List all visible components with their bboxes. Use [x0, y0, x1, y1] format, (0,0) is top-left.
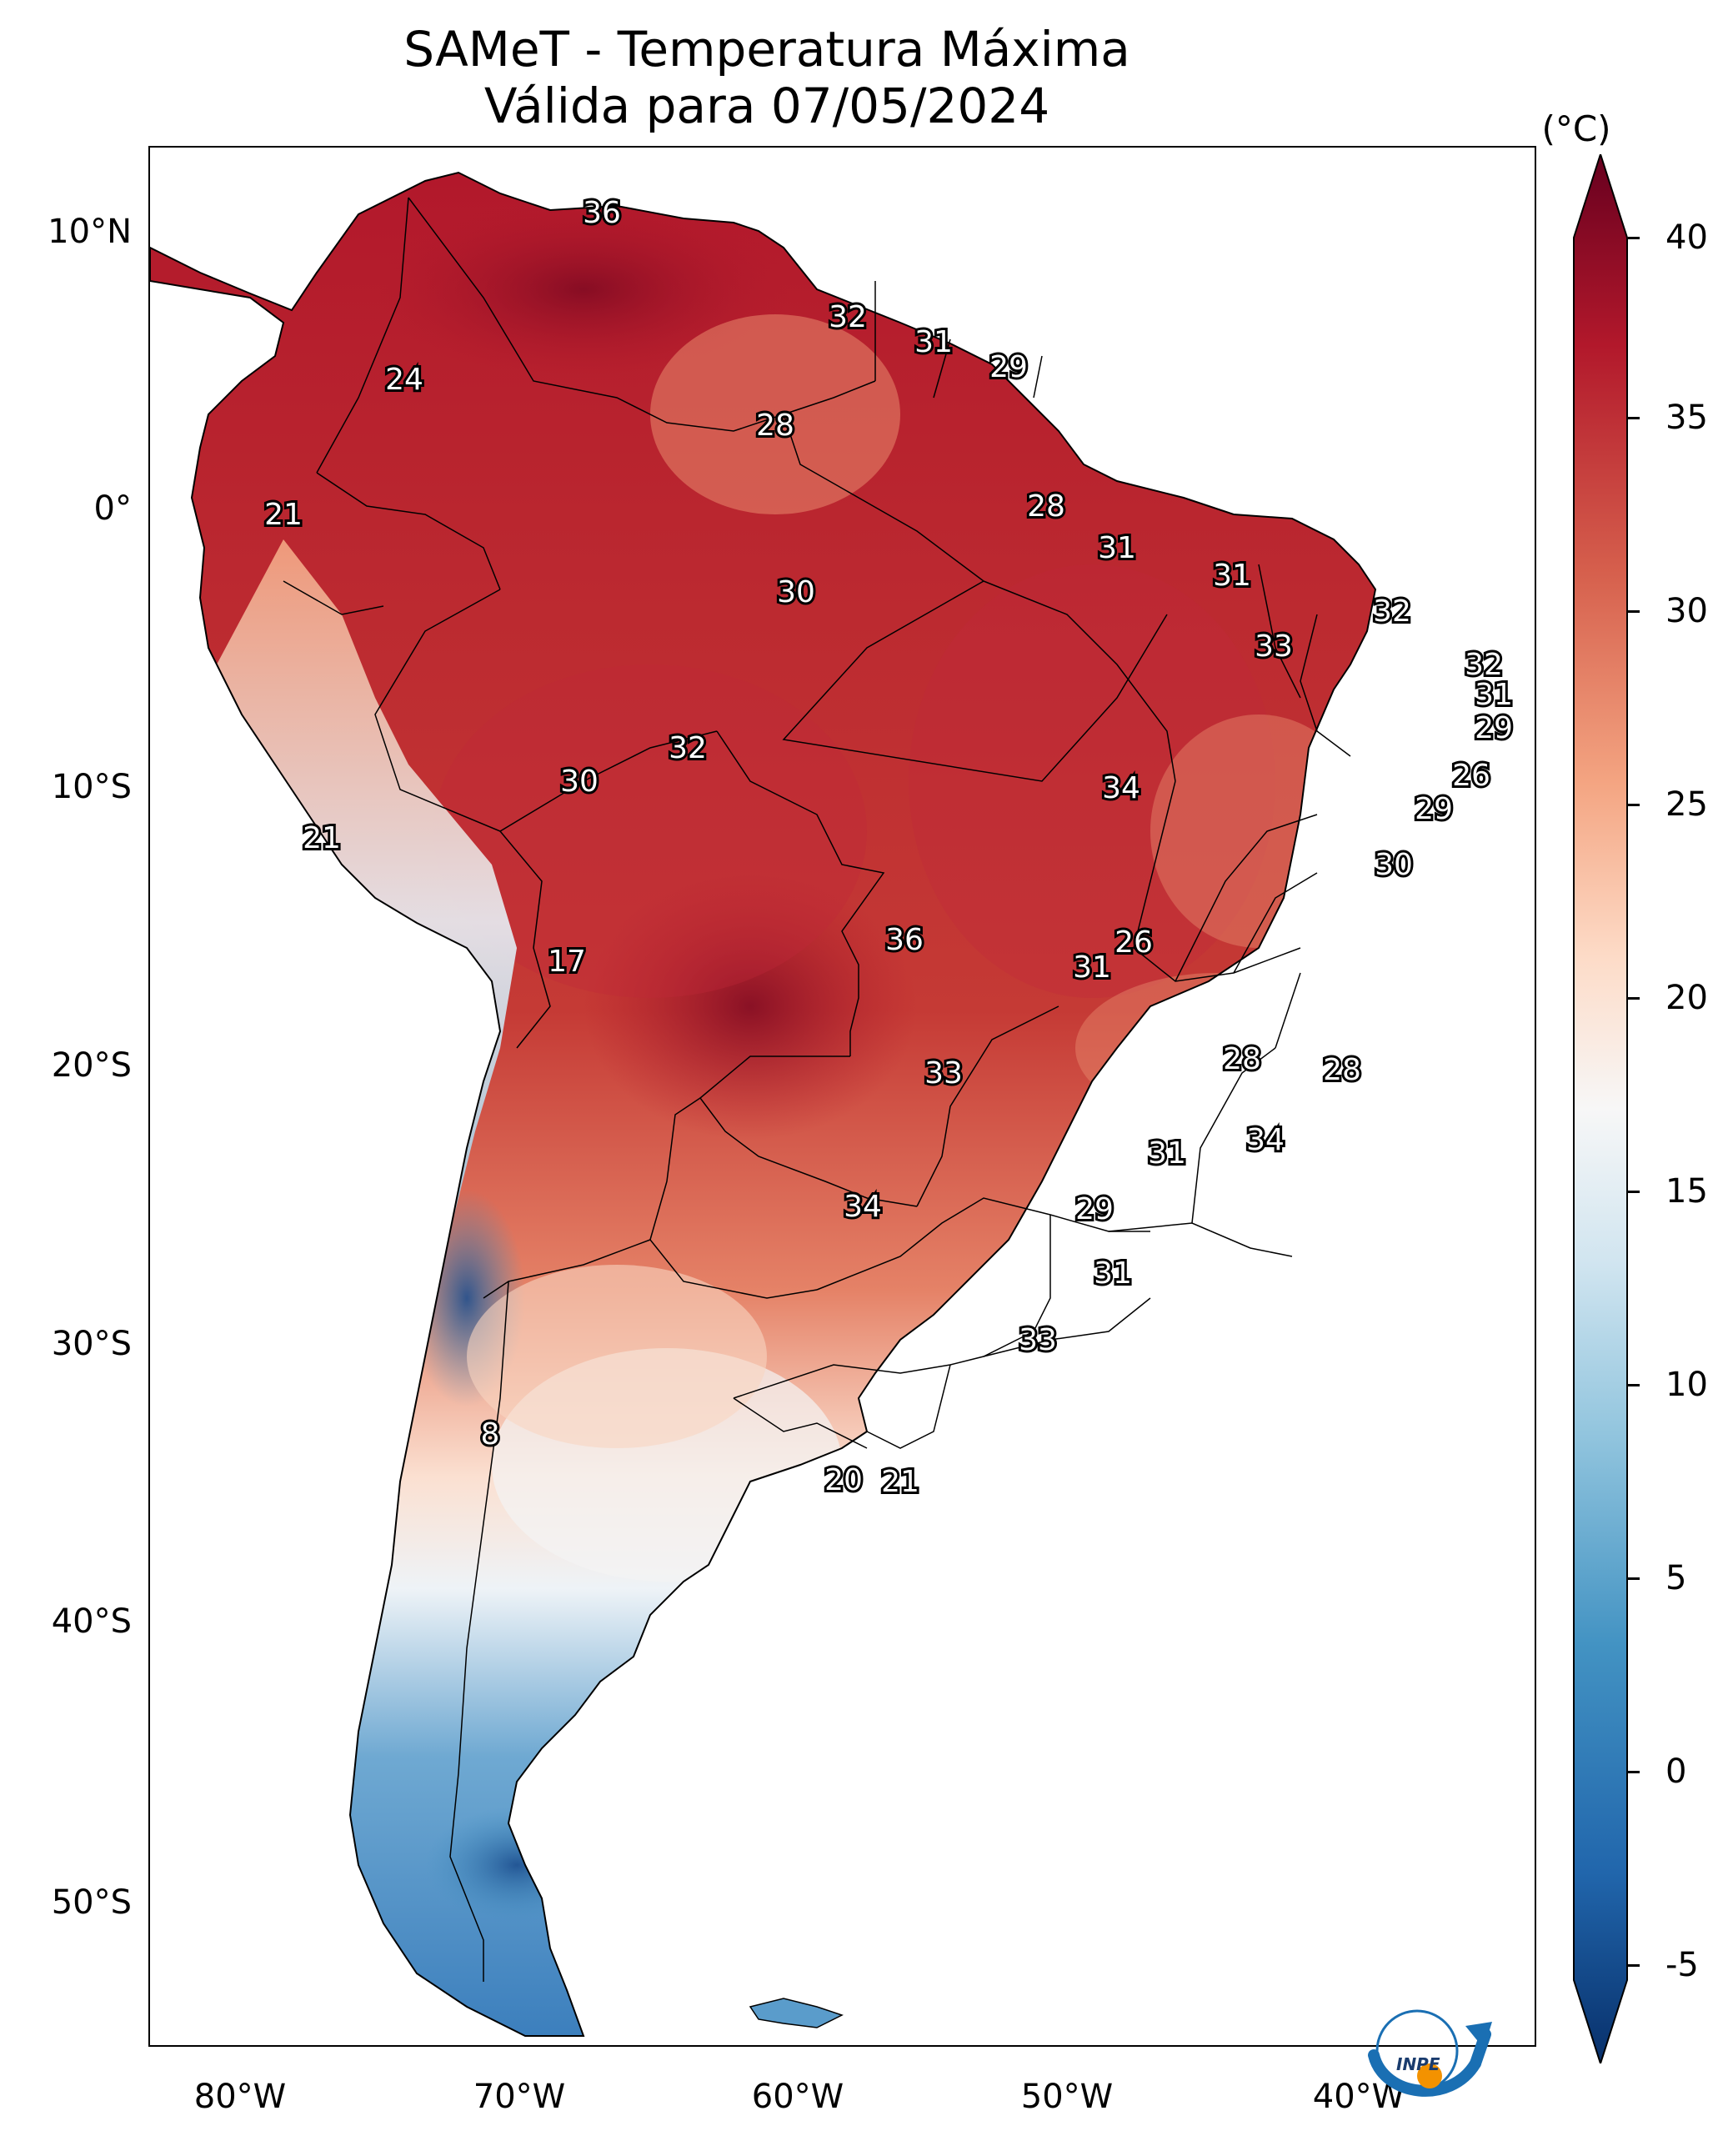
value-label: 28: [756, 409, 794, 443]
colorbar-label-20: 20: [1665, 979, 1708, 1017]
value-label: 31: [1213, 559, 1251, 593]
value-label: 36: [583, 196, 621, 230]
value-label: 32: [669, 731, 707, 765]
value-label: 31: [1148, 1136, 1186, 1171]
colorbar-unit: (°C): [1541, 108, 1611, 149]
value-label: 28: [1223, 1042, 1261, 1076]
value-label: 21: [881, 1465, 919, 1499]
colorbar-label-15: 15: [1665, 1172, 1708, 1211]
value-label: 32: [829, 300, 867, 334]
lat-label-10n: 10°N: [48, 213, 132, 251]
lat-label-0: 0°: [93, 489, 132, 528]
colorbar-label-40: 40: [1665, 218, 1708, 257]
value-label: 34: [844, 1190, 882, 1224]
map-title: SAMeT - Temperatura Máxima: [403, 21, 1130, 78]
lat-label-30s: 30°S: [51, 1325, 132, 1363]
lon-label-80w: 80°W: [193, 2078, 287, 2116]
value-label: 21: [264, 498, 303, 532]
value-label: 31: [1475, 678, 1513, 712]
colorbar-label-10: 10: [1665, 1366, 1708, 1404]
colorbar-tick: [1628, 1964, 1640, 1967]
value-label: 29: [1475, 711, 1513, 745]
value-label: 31: [1094, 1256, 1132, 1291]
value-label: 29: [1415, 792, 1453, 826]
value-label: 33: [1255, 629, 1293, 664]
inpe-logo: INPE: [1368, 2009, 1492, 2097]
lon-label-60w: 60°W: [751, 2078, 844, 2116]
colorbar-label-25: 25: [1665, 785, 1708, 824]
temperature-value-labels: 36 32 31 29 24 28 21 28 31 31 30 32 33 3…: [262, 193, 1515, 1502]
value-label: 17: [548, 945, 586, 979]
south-america-temperature-map: 36 32 31 29 24 28 21 28 31 31 30 32 33 3…: [150, 172, 1515, 2037]
country-borders: [283, 197, 1351, 1982]
colorbar-tick: [1628, 804, 1640, 806]
colorbar-label-minus5: -5: [1665, 1946, 1699, 1984]
value-label: 26: [1114, 925, 1153, 960]
colorbar-tick: [1628, 1191, 1640, 1193]
lat-label-10s: 10°S: [51, 768, 132, 806]
map-panel: 36 32 31 29 24 28 21 28 31 31 30 32 33 3…: [148, 146, 1536, 2047]
falkland-islands: [749, 1998, 844, 2028]
value-label: 24: [385, 363, 423, 397]
value-label: 21: [303, 821, 341, 855]
value-label: 29: [1075, 1192, 1114, 1226]
colorbar-tick: [1628, 610, 1640, 613]
value-label: 30: [560, 765, 599, 799]
value-label: 29: [989, 350, 1028, 384]
value-label: 33: [1019, 1323, 1057, 1357]
colorbar-tick: [1628, 417, 1640, 419]
colorbar-label-5: 5: [1665, 1559, 1687, 1597]
colorbar-tick: [1628, 237, 1640, 239]
logo-text: INPE: [1396, 2054, 1440, 2074]
value-label: 28: [1027, 489, 1065, 524]
value-label: 36: [885, 923, 924, 957]
lat-label-20s: 20°S: [51, 1046, 132, 1085]
value-label: 31: [1073, 950, 1111, 985]
colorbar-tick: [1628, 997, 1640, 1000]
value-label: 32: [1465, 648, 1503, 682]
value-label: 34: [1102, 771, 1140, 805]
value-label: 8: [481, 1417, 500, 1452]
value-label: 26: [1452, 759, 1490, 793]
lat-label-50s: 50°S: [51, 1883, 132, 1922]
value-label: 34: [1246, 1123, 1285, 1157]
lat-label-40s: 40°S: [51, 1602, 132, 1641]
colorbar-label-30: 30: [1665, 592, 1708, 630]
lon-label-70w: 70°W: [473, 2078, 566, 2116]
colorbar-label-35: 35: [1665, 399, 1708, 437]
colorbar-tick: [1628, 1577, 1640, 1580]
value-label: 20: [824, 1463, 863, 1497]
lon-label-50w: 50°W: [1020, 2078, 1114, 2116]
colorbar-tick: [1628, 1771, 1640, 1773]
colorbar-label-0: 0: [1665, 1752, 1687, 1791]
value-label: 32: [1373, 594, 1411, 629]
value-label: 30: [777, 575, 815, 609]
value-label: 33: [924, 1056, 963, 1091]
value-label: 31: [1098, 531, 1136, 565]
value-label: 30: [1375, 848, 1413, 882]
colorbar-tick: [1628, 1384, 1640, 1386]
value-label: 28: [1323, 1053, 1361, 1087]
colorbar: [1573, 154, 1628, 2063]
value-label: 31: [914, 325, 953, 359]
map-subtitle: Válida para 07/05/2024: [483, 78, 1050, 134]
